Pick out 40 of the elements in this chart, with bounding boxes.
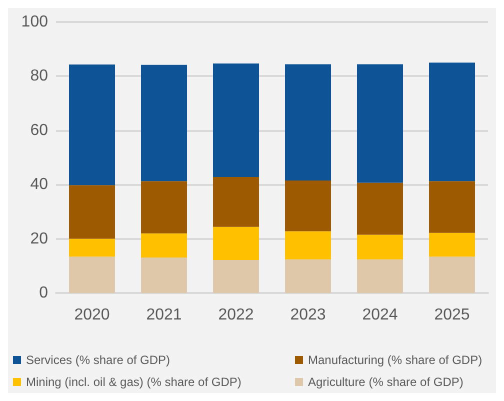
x-tick-label: 2020 bbox=[74, 306, 110, 324]
bar bbox=[213, 177, 259, 227]
bar bbox=[69, 238, 115, 257]
bar bbox=[69, 64, 115, 186]
bar bbox=[429, 62, 475, 182]
bar bbox=[357, 259, 403, 293]
bar bbox=[213, 260, 259, 293]
x-tick-label: 2025 bbox=[434, 306, 470, 324]
bar bbox=[213, 63, 259, 178]
x-tick-label: 2022 bbox=[218, 306, 254, 324]
legend-label: Manufacturing (% share of GDP) bbox=[308, 353, 482, 367]
bar bbox=[285, 180, 331, 232]
bar bbox=[429, 232, 475, 257]
bar bbox=[69, 256, 115, 293]
y-tick-label: 20 bbox=[30, 230, 48, 248]
legend-label: Agriculture (% share of GDP) bbox=[308, 375, 464, 389]
bar bbox=[429, 181, 475, 233]
bar bbox=[357, 182, 403, 235]
bar bbox=[357, 64, 403, 183]
legend-label: Mining (incl. oil & gas) (% share of GDP) bbox=[26, 375, 242, 389]
bar bbox=[141, 233, 187, 258]
bar bbox=[429, 256, 475, 293]
legend-label: Services (% share of GDP) bbox=[26, 353, 170, 367]
bar bbox=[213, 226, 259, 260]
bar bbox=[141, 258, 187, 293]
bar bbox=[69, 185, 115, 239]
bar bbox=[285, 64, 331, 181]
bar bbox=[141, 64, 187, 182]
x-tick-label: 2024 bbox=[362, 306, 398, 324]
y-tick-label: 60 bbox=[30, 122, 48, 139]
y-tick-label: 40 bbox=[30, 176, 48, 194]
x-tick-label: 2023 bbox=[290, 306, 326, 324]
y-tick-label: 0 bbox=[39, 284, 48, 302]
bar bbox=[357, 234, 403, 260]
x-tick-label: 2021 bbox=[146, 306, 182, 324]
bar bbox=[141, 181, 187, 234]
bar bbox=[285, 231, 331, 260]
y-tick-label: 100 bbox=[21, 14, 48, 30]
bar bbox=[285, 259, 331, 293]
y-tick-label: 80 bbox=[30, 68, 48, 85]
